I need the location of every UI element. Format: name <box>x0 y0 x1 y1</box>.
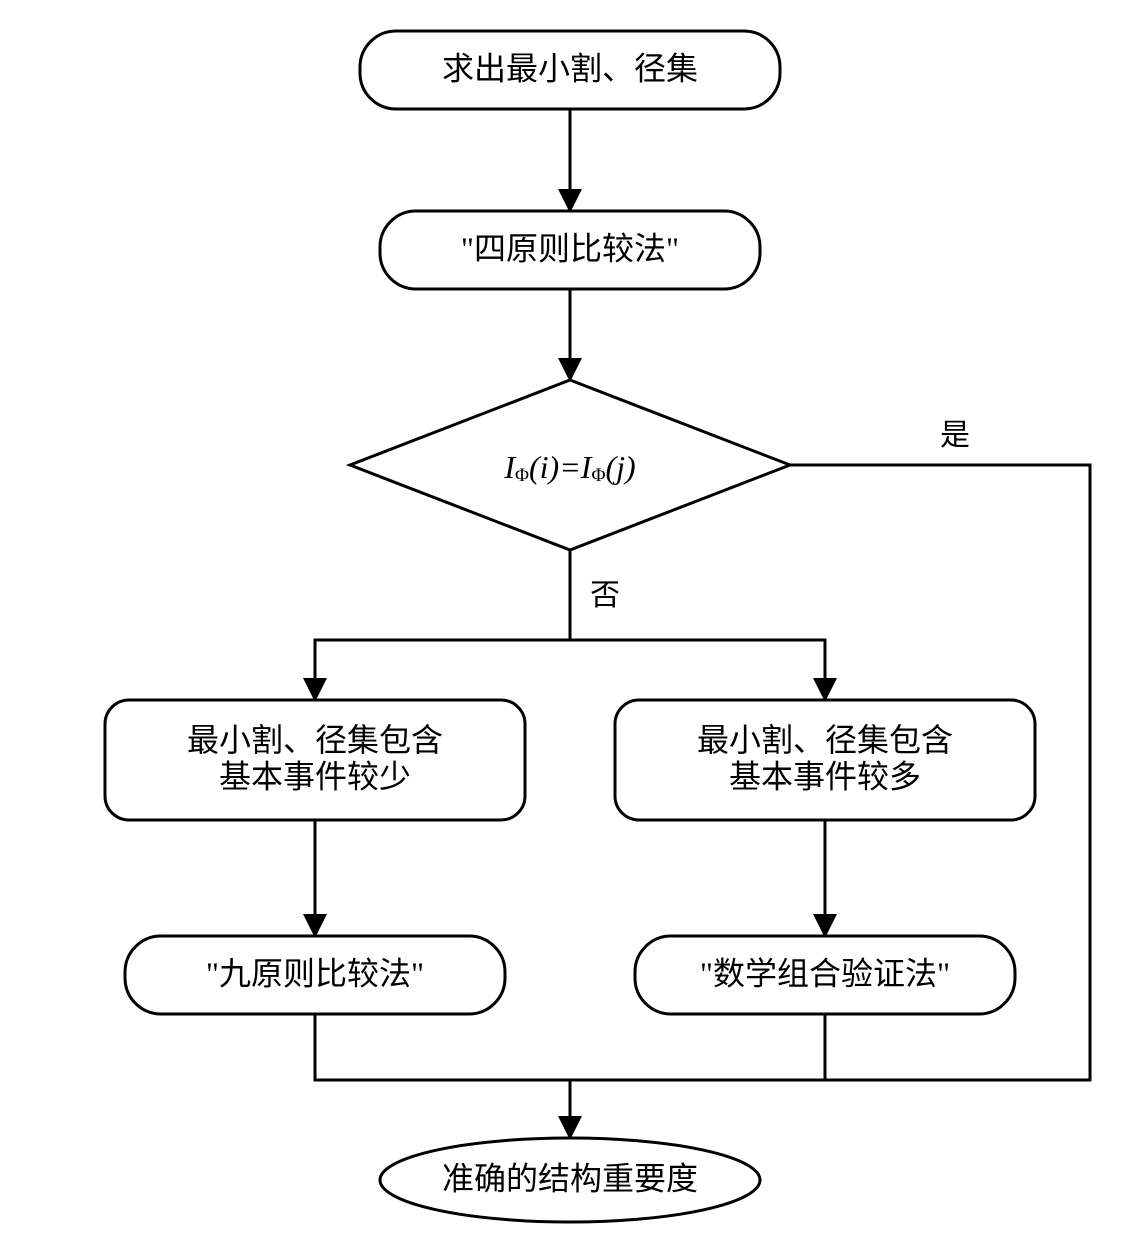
node-label: 最小割、径集包含 <box>187 722 443 758</box>
node-label: 基本事件较少 <box>219 759 411 795</box>
node-nine_principle: "九原则比较法" <box>125 936 505 1014</box>
node-label: "四原则比较法" <box>461 230 679 266</box>
node-label: 最小割、径集包含 <box>697 722 953 758</box>
node-left_desc: 最小割、径集包含基本事件较少 <box>105 700 525 820</box>
node-label: 基本事件较多 <box>729 759 921 795</box>
node-decision: IΦ(i)=IΦ(j) <box>350 380 790 550</box>
node-start: 求出最小割、径集 <box>360 31 780 109</box>
edge <box>570 640 825 700</box>
node-label: "九原则比较法" <box>206 955 424 991</box>
node-label: 求出最小割、径集 <box>442 50 698 86</box>
node-math_combo: "数学组合验证法" <box>635 936 1015 1014</box>
edge-label: 否 <box>590 579 620 612</box>
node-right_desc: 最小割、径集包含基本事件较多 <box>615 700 1035 820</box>
node-four_principle: "四原则比较法" <box>380 211 760 289</box>
node-end: 准确的结构重要度 <box>380 1138 760 1222</box>
edge <box>315 640 570 700</box>
edge <box>570 1014 825 1080</box>
node-label: 准确的结构重要度 <box>442 1160 698 1196</box>
edge <box>315 1014 570 1080</box>
node-label: "数学组合验证法" <box>700 955 950 991</box>
edge-label: 是 <box>940 419 970 452</box>
